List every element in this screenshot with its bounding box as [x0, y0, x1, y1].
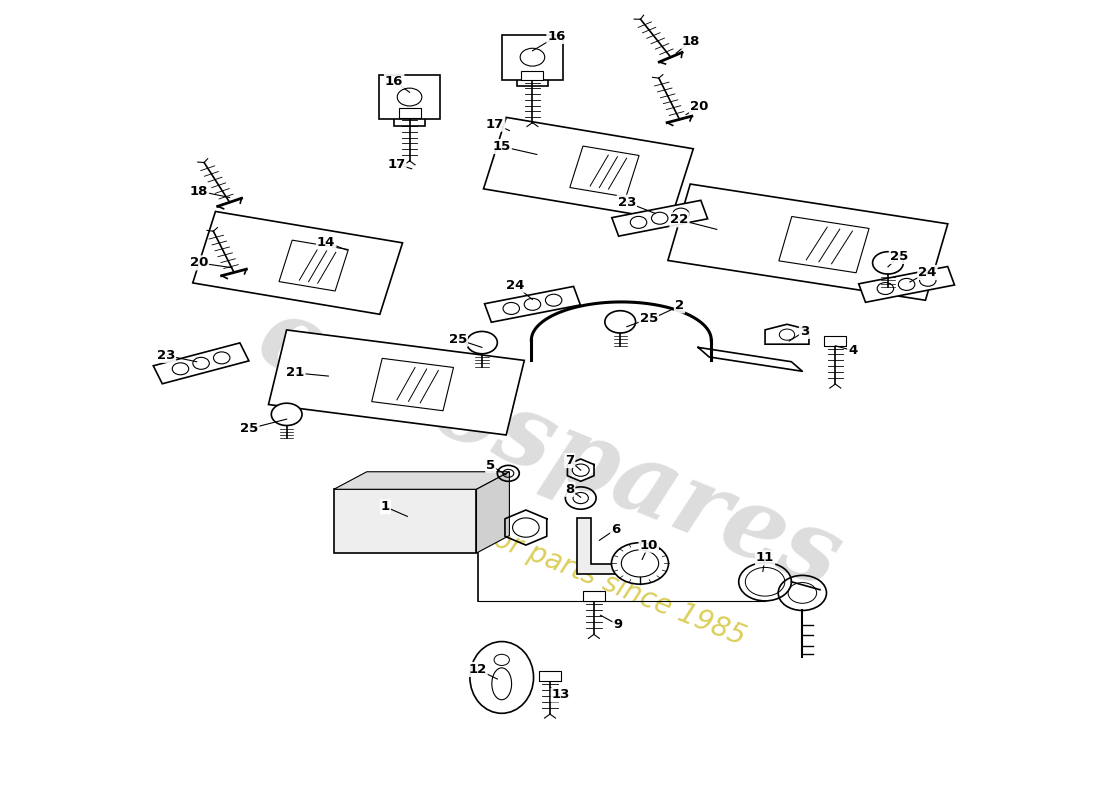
Ellipse shape: [470, 642, 534, 714]
Text: 1: 1: [381, 500, 390, 514]
Text: 24: 24: [506, 278, 524, 292]
Polygon shape: [502, 35, 563, 79]
Text: 7: 7: [565, 454, 574, 467]
Text: 3: 3: [800, 325, 810, 338]
Text: 25: 25: [240, 422, 258, 435]
Text: 8: 8: [565, 482, 574, 496]
Circle shape: [605, 310, 636, 333]
Polygon shape: [859, 266, 955, 302]
Polygon shape: [153, 343, 249, 384]
Polygon shape: [824, 336, 846, 346]
Circle shape: [872, 252, 903, 274]
Text: 11: 11: [756, 551, 774, 564]
Text: 17: 17: [486, 118, 504, 130]
Polygon shape: [333, 490, 476, 553]
Text: 12: 12: [469, 663, 486, 676]
Text: 25: 25: [449, 333, 468, 346]
Text: 21: 21: [286, 366, 305, 379]
Polygon shape: [583, 591, 605, 601]
Text: 6: 6: [612, 522, 620, 536]
Text: 13: 13: [552, 689, 570, 702]
Text: 15: 15: [493, 140, 510, 153]
Polygon shape: [578, 518, 627, 574]
Text: 23: 23: [157, 349, 175, 362]
Text: 4: 4: [848, 344, 858, 357]
Text: 24: 24: [918, 266, 936, 279]
Polygon shape: [398, 108, 420, 118]
Text: 22: 22: [670, 214, 689, 226]
Polygon shape: [268, 330, 525, 435]
Polygon shape: [521, 70, 543, 80]
Text: 25: 25: [890, 250, 908, 263]
Text: 5: 5: [486, 459, 495, 472]
Text: a passion for parts since 1985: a passion for parts since 1985: [350, 468, 750, 651]
Text: 17: 17: [387, 158, 406, 170]
Text: 2: 2: [675, 299, 684, 313]
Polygon shape: [333, 472, 509, 490]
Text: 20: 20: [189, 256, 208, 270]
Polygon shape: [539, 671, 561, 681]
Polygon shape: [766, 324, 808, 344]
Polygon shape: [612, 200, 707, 236]
Text: 18: 18: [681, 34, 700, 48]
Text: 18: 18: [189, 185, 208, 198]
Text: 9: 9: [614, 618, 623, 631]
Text: 25: 25: [639, 312, 658, 325]
Polygon shape: [668, 184, 948, 300]
Text: 20: 20: [690, 100, 708, 113]
Circle shape: [612, 542, 669, 584]
Text: eurospares: eurospares: [245, 287, 855, 609]
Text: 14: 14: [317, 236, 336, 249]
Polygon shape: [192, 211, 403, 314]
Text: 16: 16: [548, 30, 565, 43]
Polygon shape: [378, 74, 440, 119]
Text: 23: 23: [617, 196, 636, 209]
Polygon shape: [484, 118, 693, 220]
Polygon shape: [484, 286, 581, 322]
Circle shape: [466, 331, 497, 354]
Text: 10: 10: [639, 538, 658, 551]
Circle shape: [272, 403, 302, 426]
Polygon shape: [476, 472, 509, 553]
Text: 16: 16: [385, 74, 404, 88]
